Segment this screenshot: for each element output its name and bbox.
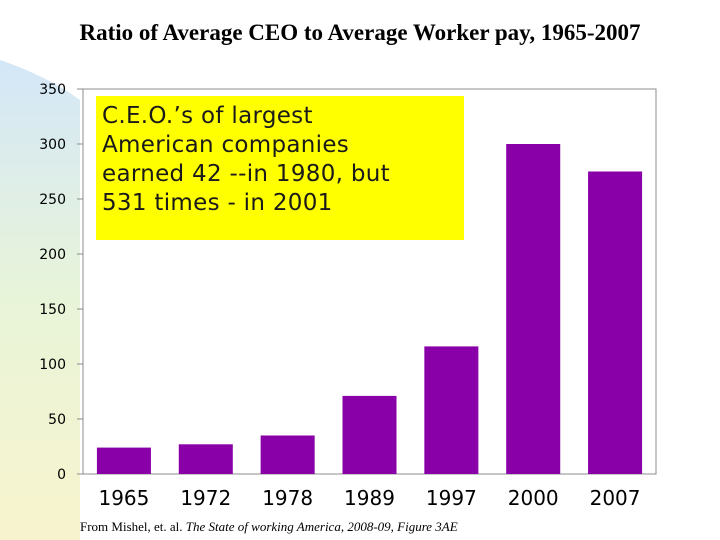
annotation-callout: C.E.O.’s of largest American companies e… bbox=[96, 96, 464, 240]
y-tick-label: 150 bbox=[39, 302, 66, 318]
x-tick-label: 1972 bbox=[180, 486, 231, 510]
y-tick-label: 300 bbox=[39, 137, 66, 153]
source-citation: From Mishel, et. al. The State of workin… bbox=[80, 519, 458, 535]
y-axis-ticks: 0 50 100 150 200 250 300 350 bbox=[39, 82, 83, 483]
y-tick-label: 0 bbox=[57, 467, 66, 483]
source-title: The State of working America, 2008-09, F… bbox=[185, 519, 458, 534]
y-tick-label: 100 bbox=[39, 357, 66, 373]
callout-line-1: C.E.O.’s of largest bbox=[102, 103, 313, 129]
bar-1972 bbox=[178, 444, 233, 474]
x-tick-label: 1965 bbox=[98, 486, 149, 510]
bar-1989 bbox=[342, 395, 397, 474]
x-axis-ticks: 1965 1972 1978 1989 1997 2000 2007 bbox=[98, 486, 640, 510]
source-prefix: From Mishel, et. al. bbox=[80, 519, 186, 534]
bars bbox=[96, 144, 643, 474]
y-tick-label: 250 bbox=[39, 192, 66, 208]
x-tick-label: 1989 bbox=[344, 486, 395, 510]
callout-line-4: 531 times - in 2001 bbox=[102, 190, 333, 216]
x-tick-label: 2000 bbox=[508, 486, 559, 510]
y-tick-label: 350 bbox=[39, 82, 66, 98]
bar-1965 bbox=[96, 447, 151, 474]
x-tick-label: 1997 bbox=[426, 486, 477, 510]
bar-2000 bbox=[506, 144, 561, 474]
y-tick-label: 50 bbox=[48, 412, 66, 428]
x-tick-label: 1978 bbox=[262, 486, 313, 510]
x-tick-label: 2007 bbox=[590, 486, 641, 510]
callout-line-3: earned 42 --in 1980, but bbox=[102, 161, 390, 187]
bar-1978 bbox=[260, 435, 315, 474]
y-tick-label: 200 bbox=[39, 247, 66, 263]
bar-1997 bbox=[424, 346, 479, 474]
bar-2007 bbox=[588, 171, 643, 474]
chart-title: Ratio of Average CEO to Average Worker p… bbox=[79, 20, 641, 45]
callout-line-2: American companies bbox=[102, 132, 350, 158]
